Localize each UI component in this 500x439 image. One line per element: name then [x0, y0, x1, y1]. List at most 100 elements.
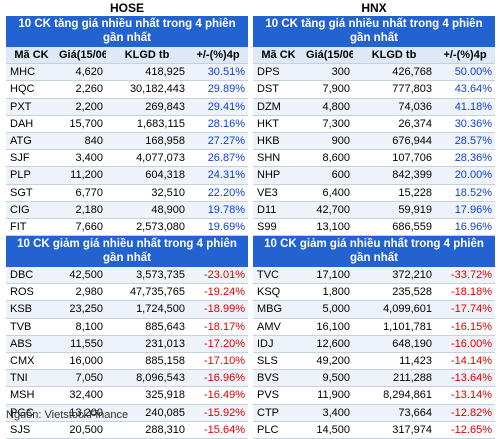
- table-row: IDJ 12,600 648,190 -16.00%: [253, 335, 495, 353]
- cell-volume: 32,510: [151, 186, 185, 199]
- cell-symbol: ROS: [10, 286, 34, 299]
- cell-price: 840: [84, 134, 103, 147]
- hose-losers-table: DBC 42,500 3,573,735 -23.01% ROS 2,980 47,735,…: [6, 267, 248, 439]
- cell-symbol: FIT: [10, 220, 27, 233]
- table-row: CTP 3,400 73,664 -12.82%: [253, 404, 495, 422]
- cell-volume: 211,288: [393, 372, 432, 385]
- cell-price: 32,400: [69, 389, 103, 402]
- cell-price: 2,980: [75, 286, 103, 299]
- cell-price: 6,770: [75, 186, 103, 199]
- table-row: TNI 7,050 8,096,543 -16.96%: [6, 370, 248, 388]
- cell-change: -33.72%: [451, 269, 492, 282]
- col-change: +/-(%)4p: [443, 49, 487, 61]
- cell-symbol: TVC: [257, 269, 279, 282]
- cell-change: -16.96%: [204, 372, 245, 385]
- cell-price: 11,550: [70, 337, 103, 350]
- cell-volume: 372,210: [392, 269, 432, 282]
- cell-volume: 59,919: [398, 203, 432, 216]
- cell-volume: 73,664: [398, 406, 432, 419]
- cell-price: 300: [331, 66, 350, 79]
- table-row: DZM 4,800 74,036 41.18%: [253, 98, 495, 116]
- cell-volume: 8,294,861: [383, 389, 432, 402]
- table-row: S99 13,100 686,559 16.96%: [253, 218, 495, 237]
- cell-price: 7,660: [75, 220, 103, 233]
- cell-price: 6,400: [322, 186, 350, 199]
- table-row: DAH 15,700 1,683,115 28.16%: [6, 115, 248, 133]
- table-row: TVC 17,100 372,210 -33.72%: [253, 267, 495, 285]
- table-row: DST 7,900 777,803 43.64%: [253, 81, 495, 99]
- cell-change: 29.41%: [207, 100, 245, 113]
- cell-change: -17.10%: [204, 355, 245, 367]
- cell-change: -16.49%: [204, 389, 245, 402]
- cell-volume: 842,399: [392, 169, 432, 182]
- cell-change: 30.51%: [207, 66, 245, 79]
- table-row: CMX 16,000 885,158 -17.10%: [6, 353, 248, 371]
- cell-volume: 48,900: [151, 203, 185, 216]
- table-row: SGT 6,770 32,510 22.20%: [6, 184, 248, 202]
- cell-change: 50.00%: [454, 66, 492, 79]
- title-line-1: 10 CK tăng giá nhiều nhất trong 4 phiên: [18, 18, 236, 30]
- cell-volume: 325,918: [145, 389, 185, 402]
- cell-price: 5,000: [322, 303, 350, 316]
- column-header: Mã CK Giá(15/06) KLGD tb +/-(%)4p: [253, 47, 495, 65]
- cell-symbol: PVS: [257, 389, 280, 402]
- hnx-top-losers-title: 10 CK giảm giá nhiều nhất trong 4 phiên …: [253, 236, 495, 268]
- table-row: ABS 11,550 231,013 -17.20%: [6, 335, 248, 353]
- table-row: SHN 8,600 107,706 28.36%: [253, 150, 495, 168]
- cell-price: 20,500: [69, 423, 103, 436]
- table-row: MBG 5,000 4,099,601 -17.74%: [253, 301, 495, 319]
- cell-symbol: PGC: [10, 406, 34, 419]
- cell-symbol: MBG: [257, 303, 283, 316]
- title-line-1: 10 CK giảm giá nhiều nhất trong 4 phiên: [264, 238, 484, 251]
- table-row: ROS 2,980 47,735,765 -19.24%: [6, 284, 248, 302]
- cell-symbol: D11: [257, 203, 277, 216]
- cell-volume: 74,036: [398, 100, 432, 113]
- cell-symbol: PXT: [10, 100, 32, 113]
- table-row: NHP 600 842,399 20.00%: [253, 167, 495, 185]
- cell-price: 3,400: [322, 406, 350, 419]
- cell-price: 4,620: [75, 66, 103, 79]
- hnx-panel: 10 CK tăng giá nhiều nhất trong 4 phiên …: [253, 16, 495, 439]
- table-row: MSH 32,400 325,918 -16.49%: [6, 387, 248, 405]
- title-line-1: 10 CK tăng giá nhiều nhất trong 4 phiên: [265, 18, 483, 30]
- cell-volume: 168,958: [145, 134, 185, 147]
- hnx-gainers-table: DPS 300 426,768 50.00% DST 7,900 777,803 43.64%…: [253, 64, 495, 237]
- cell-volume: 231,013: [145, 337, 185, 350]
- cell-change: 27.27%: [207, 134, 245, 147]
- col-change: +/-(%)4p: [196, 49, 240, 61]
- cell-price: 16,000: [69, 355, 103, 367]
- cell-price: 7,050: [75, 372, 103, 385]
- cell-change: 22.20%: [207, 186, 245, 199]
- source-note: Nguồn: VietstockFinance: [6, 409, 129, 421]
- cell-price: 11,200: [70, 169, 103, 182]
- hose-panel: 10 CK tăng giá nhiều nhất trong 4 phiên …: [6, 16, 248, 439]
- cell-change: 28.36%: [454, 152, 492, 165]
- table-row: HKT 7,300 26,374 30.36%: [253, 115, 495, 133]
- cell-symbol: HQC: [10, 83, 35, 96]
- col-symbol: Mã CK: [261, 49, 296, 61]
- cell-price: 42,700: [316, 203, 350, 216]
- table-row: CIG 2,180 48,900 19.78%: [6, 201, 248, 219]
- title-line-2: gần nhất: [350, 32, 398, 44]
- table-row: SJS 20,500 288,310 -15.64%: [6, 421, 248, 439]
- table-row: HKB 900 676,944 28.57%: [253, 132, 495, 151]
- column-header: Mã CK Giá(15/06) KLGD tb +/-(%)4p: [6, 47, 248, 65]
- cell-volume: 2,573,080: [136, 220, 185, 233]
- cell-symbol: TNI: [10, 372, 28, 385]
- cell-symbol: ATG: [10, 134, 32, 147]
- cell-symbol: KSB: [10, 303, 33, 316]
- table-row: VE3 6,400 15,228 18.52%: [253, 184, 495, 202]
- cell-symbol: S99: [257, 220, 277, 233]
- table-row: KSQ 1,800 235,528 -18.18%: [253, 284, 495, 302]
- cell-symbol: SLS: [257, 355, 278, 367]
- cell-volume: 30,182,443: [129, 83, 185, 96]
- exchange-label-hnx: HNX: [361, 1, 387, 15]
- table-row: SJF 3,400 4,077,073 26.87%: [6, 150, 248, 168]
- cell-price: 7,300: [322, 117, 350, 130]
- cell-volume: 676,944: [392, 134, 432, 147]
- cell-price: 8,100: [75, 320, 103, 333]
- table-row: SLS 49,200 11,423 -14.14%: [253, 353, 495, 371]
- table-row: AMV 16,100 1,101,781 -16.15%: [253, 318, 495, 336]
- hose-top-losers-title: 10 CK giảm giá nhiều nhất trong 4 phiên …: [6, 236, 248, 268]
- cell-price: 11,900: [317, 389, 350, 402]
